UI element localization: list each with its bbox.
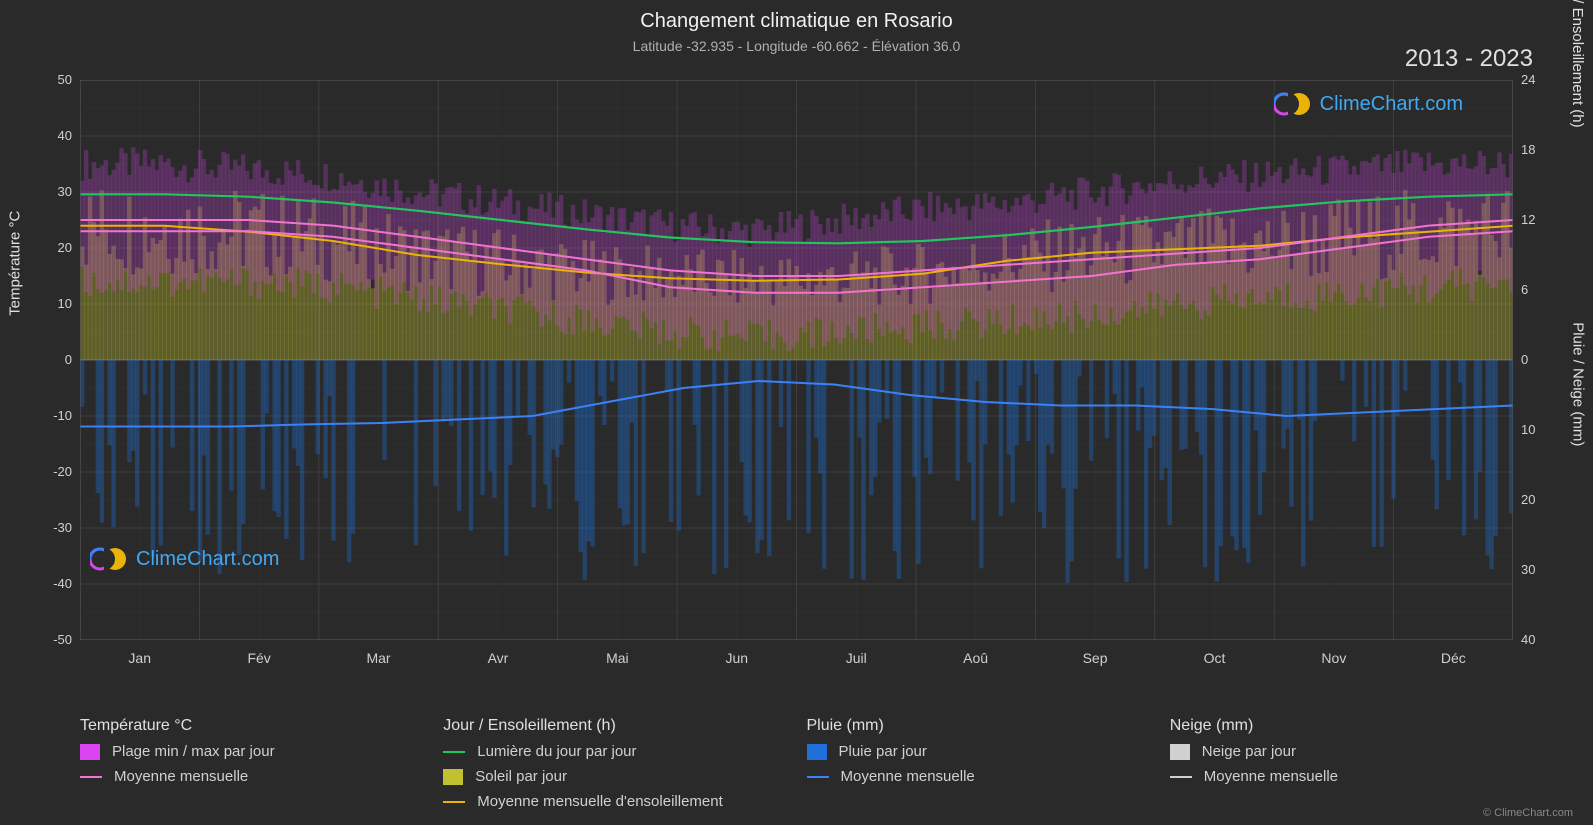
legend-item: Pluie par jour	[807, 743, 1150, 760]
legend-swatch	[807, 776, 829, 778]
year-range: 2013 - 2023	[1405, 45, 1533, 73]
y-right-tick: 18	[1521, 142, 1535, 157]
legend-swatch	[1170, 776, 1192, 778]
legend-item: Moyenne mensuelle	[807, 768, 1150, 785]
legend-section: Neige (mm) Neige par jour Moyenne mensuell…	[1170, 717, 1513, 810]
climate-chart: Changement climatique en Rosario Latitud…	[0, 0, 1593, 825]
chart-svg	[80, 80, 1513, 640]
chart-subtitle: Latitude -32.935 - Longitude -60.662 - É…	[633, 38, 961, 54]
y-right-tick: 12	[1521, 212, 1535, 227]
y-left-tick: 20	[58, 240, 72, 255]
copyright: © ClimeChart.com	[1483, 807, 1573, 819]
y-left-tick: -50	[53, 632, 72, 647]
legend-swatch	[807, 744, 827, 760]
y-left-tick: 10	[58, 296, 72, 311]
legend-label: Moyenne mensuelle	[841, 768, 975, 785]
legend: Température °C Plage min / max par jour Mo…	[80, 717, 1513, 810]
legend-section-title: Température °C	[80, 717, 423, 735]
watermark-bottom: ClimeChart.com	[90, 545, 279, 573]
y-left-tick: -10	[53, 408, 72, 423]
watermark-text: ClimeChart.com	[1320, 93, 1463, 116]
legend-label: Lumière du jour par jour	[477, 743, 636, 760]
legend-swatch	[443, 769, 463, 785]
legend-swatch	[443, 801, 465, 803]
x-month-tick: Mar	[366, 650, 390, 666]
legend-section: Jour / Ensoleillement (h) Lumière du jour…	[443, 717, 786, 810]
climechart-logo-icon	[90, 545, 128, 573]
x-month-tick: Oct	[1204, 650, 1226, 666]
legend-swatch	[1170, 744, 1190, 760]
y-left-tick: 0	[65, 352, 72, 367]
y-right-tick: 10	[1521, 422, 1535, 437]
x-month-tick: Aoû	[963, 650, 988, 666]
x-month-tick: Juil	[846, 650, 867, 666]
legend-section-title: Neige (mm)	[1170, 717, 1513, 735]
y-axis-left-label: Température °C	[7, 211, 24, 316]
climechart-logo-icon	[1274, 90, 1312, 118]
y-right-tick: 30	[1521, 562, 1535, 577]
legend-item: Lumière du jour par jour	[443, 743, 786, 760]
legend-swatch	[80, 744, 100, 760]
legend-item: Moyenne mensuelle d'ensoleillement	[443, 793, 786, 810]
y-axis-right-bottom-label: Pluie / Neige (mm)	[1570, 322, 1587, 446]
y-left-tick: 50	[58, 72, 72, 87]
y-left-tick: 30	[58, 184, 72, 199]
legend-item: Moyenne mensuelle	[1170, 768, 1513, 785]
legend-item: Soleil par jour	[443, 768, 786, 785]
y-axis-right-top-label: Jour / Ensoleillement (h)	[1570, 0, 1587, 128]
legend-swatch	[443, 751, 465, 753]
legend-section-title: Jour / Ensoleillement (h)	[443, 717, 786, 735]
legend-label: Neige par jour	[1202, 743, 1296, 760]
y-right-tick: 0	[1521, 352, 1528, 367]
plot-area	[80, 80, 1513, 640]
y-left-tick: -20	[53, 464, 72, 479]
chart-title: Changement climatique en Rosario	[640, 10, 952, 33]
y-left-tick: -30	[53, 520, 72, 535]
legend-label: Soleil par jour	[475, 768, 567, 785]
legend-section: Température °C Plage min / max par jour Mo…	[80, 717, 423, 810]
legend-section-title: Pluie (mm)	[807, 717, 1150, 735]
legend-section: Pluie (mm) Pluie par jour Moyenne mensuell…	[807, 717, 1150, 810]
legend-label: Moyenne mensuelle	[114, 768, 248, 785]
y-left-tick: -40	[53, 576, 72, 591]
legend-label: Pluie par jour	[839, 743, 927, 760]
legend-item: Neige par jour	[1170, 743, 1513, 760]
x-month-tick: Mai	[606, 650, 629, 666]
x-month-tick: Fév	[247, 650, 270, 666]
y-left-tick: 40	[58, 128, 72, 143]
watermark-text: ClimeChart.com	[136, 548, 279, 571]
y-right-tick: 20	[1521, 492, 1535, 507]
legend-item: Moyenne mensuelle	[80, 768, 423, 785]
y-right-tick: 6	[1521, 282, 1528, 297]
x-month-tick: Jan	[128, 650, 151, 666]
x-month-tick: Déc	[1441, 650, 1466, 666]
legend-label: Moyenne mensuelle d'ensoleillement	[477, 793, 723, 810]
x-month-tick: Avr	[488, 650, 509, 666]
watermark-top: ClimeChart.com	[1274, 90, 1463, 118]
legend-label: Plage min / max par jour	[112, 743, 275, 760]
x-month-tick: Jun	[725, 650, 748, 666]
x-month-tick: Nov	[1321, 650, 1346, 666]
y-right-tick: 24	[1521, 72, 1535, 87]
legend-swatch	[80, 776, 102, 778]
legend-item: Plage min / max par jour	[80, 743, 423, 760]
x-month-tick: Sep	[1083, 650, 1108, 666]
y-right-tick: 40	[1521, 632, 1535, 647]
legend-label: Moyenne mensuelle	[1204, 768, 1338, 785]
